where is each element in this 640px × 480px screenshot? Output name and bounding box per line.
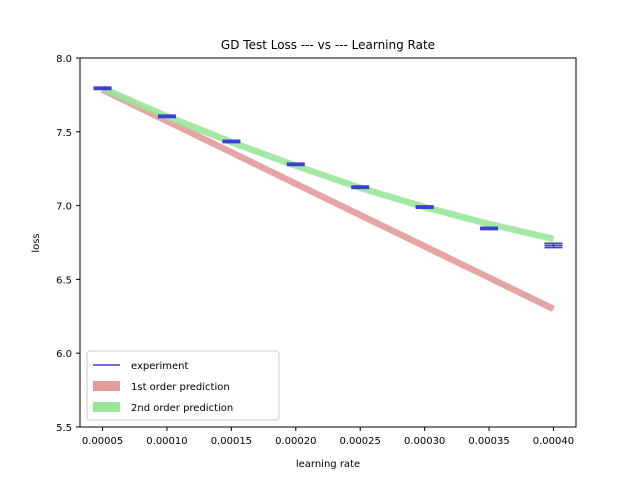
legend-swatch-band — [93, 402, 120, 412]
series-band-2 — [101, 85, 555, 242]
experiment-point — [286, 162, 305, 167]
experiment-point — [93, 86, 112, 91]
legend-swatch-band — [93, 381, 120, 391]
y-tick-label: 6.0 — [56, 349, 72, 360]
x-tick-label: 0.00035 — [468, 436, 509, 447]
experiment-point — [544, 242, 563, 249]
y-tick-label: 5.5 — [56, 423, 72, 434]
legend-label: experiment — [131, 361, 189, 372]
x-axis-label: learning rate — [296, 459, 360, 470]
x-tick-label: 0.00020 — [275, 436, 316, 447]
x-tick-label: 0.00005 — [82, 436, 123, 447]
y-axis-label: loss — [31, 233, 42, 252]
experiment-point — [351, 185, 370, 190]
x-tick-label: 0.00010 — [146, 436, 187, 447]
plot-frame — [79, 57, 577, 428]
chart-title: GD Test Loss --- vs --- Learning Rate — [221, 38, 435, 52]
axis-ticks: 0.00005 0.00010 0.00015 0.00020 0.00025 0.000… — [56, 54, 574, 447]
y-tick-label: 6.5 — [56, 275, 72, 286]
legend-box — [86, 350, 280, 421]
experiment-point — [222, 139, 241, 144]
experiment-point — [157, 114, 176, 119]
y-tick-label: 8.0 — [56, 54, 72, 65]
x-tick-label: 0.00030 — [404, 436, 445, 447]
legend: experiment 1st order prediction 2nd order … — [86, 350, 280, 421]
experiment-point — [480, 226, 499, 231]
plot-area — [93, 85, 563, 312]
legend-label: 1st order prediction — [131, 382, 230, 393]
y-tick-label: 7.0 — [56, 202, 72, 213]
x-tick-label: 0.00025 — [340, 436, 381, 447]
x-tick-label: 0.00040 — [533, 436, 574, 447]
experiment-point — [415, 205, 434, 210]
x-tick-label: 0.00015 — [211, 436, 252, 447]
legend-label: 2nd order prediction — [131, 403, 233, 414]
y-tick-label: 7.5 — [56, 128, 72, 139]
series-band-1 — [101, 86, 555, 312]
